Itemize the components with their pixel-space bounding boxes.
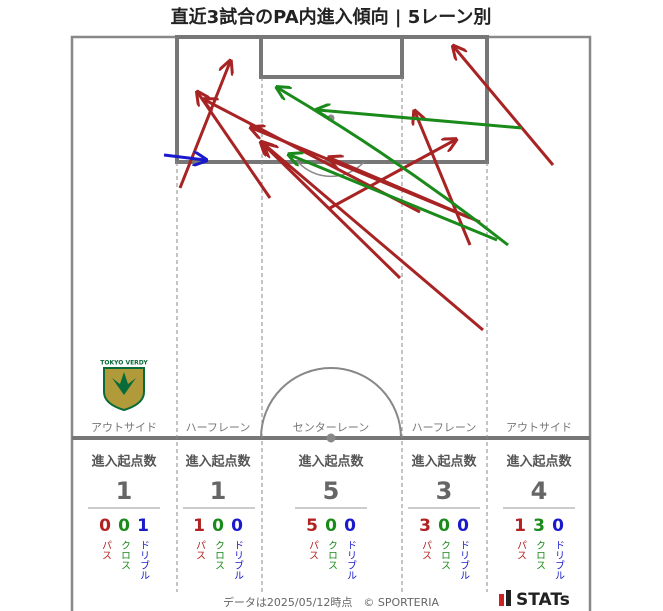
lane-header: 進入起点数 <box>91 454 157 470</box>
brand: STATs <box>516 590 570 610</box>
breakdown-value: 0 <box>325 516 337 536</box>
lane-count: 1 <box>210 477 227 505</box>
breakdown-label: クロス <box>119 540 130 570</box>
breakdown-label: ドリブル <box>458 540 470 580</box>
lane-count: 3 <box>436 477 453 505</box>
lane-header: 進入起点数 <box>298 454 364 470</box>
breakdown-label: クロス <box>213 540 224 570</box>
breakdown-label: パス <box>100 540 112 560</box>
breakdown-value: 3 <box>533 516 545 536</box>
breakdown-value: 0 <box>212 516 224 536</box>
lane-count: 1 <box>116 477 133 505</box>
footer: データは2025/05/12時点 © SPORTERIA <box>223 595 440 609</box>
logo-text: TOKYO VERDY <box>100 360 148 367</box>
breakdown-value: 5 <box>306 516 318 536</box>
breakdown-value: 0 <box>344 516 356 536</box>
breakdown-label: ドリブル <box>345 540 357 580</box>
team-logo: TOKYO VERDY <box>100 360 148 412</box>
breakdown-label: クロス <box>534 540 545 570</box>
breakdown-label: パス <box>194 540 206 560</box>
breakdown-label: パス <box>307 540 319 560</box>
breakdown-label: クロス <box>326 540 337 570</box>
lane-count: 4 <box>531 477 548 505</box>
breakdown-value: 0 <box>231 516 243 536</box>
brand-icon <box>499 594 504 606</box>
breakdown-value: 1 <box>514 516 526 536</box>
breakdown-label: パス <box>515 540 527 560</box>
brand-icon <box>506 590 511 606</box>
breakdown-value: 3 <box>419 516 431 536</box>
lane-label: センターレーン <box>293 421 369 434</box>
lane-label: ハーフレーン <box>186 421 251 434</box>
arrows <box>163 47 555 332</box>
title: 直近3試合のPA内進入傾向 | 5レーン別 <box>171 6 492 28</box>
lane-count: 5 <box>323 477 340 505</box>
lane-label: アウトサイド <box>91 421 157 434</box>
lane-label: ハーフレーン <box>412 421 477 434</box>
lane-label: アウトサイド <box>506 421 572 434</box>
breakdown-label: ドリブル <box>232 540 244 580</box>
lane-header: 進入起点数 <box>411 454 477 470</box>
breakdown-label: ドリブル <box>138 540 150 580</box>
lane-header: 進入起点数 <box>506 454 572 470</box>
lane-header: 進入起点数 <box>185 454 251 470</box>
breakdown-value: 0 <box>457 516 469 536</box>
breakdown-value: 0 <box>99 516 111 536</box>
breakdown-value: 0 <box>118 516 130 536</box>
breakdown-value: 0 <box>438 516 450 536</box>
breakdown-value: 1 <box>137 516 149 536</box>
breakdown-label: ドリブル <box>553 540 565 580</box>
breakdown-label: パス <box>420 540 432 560</box>
breakdown-value: 0 <box>552 516 564 536</box>
breakdown-value: 1 <box>193 516 205 536</box>
breakdown-label: クロス <box>439 540 450 570</box>
